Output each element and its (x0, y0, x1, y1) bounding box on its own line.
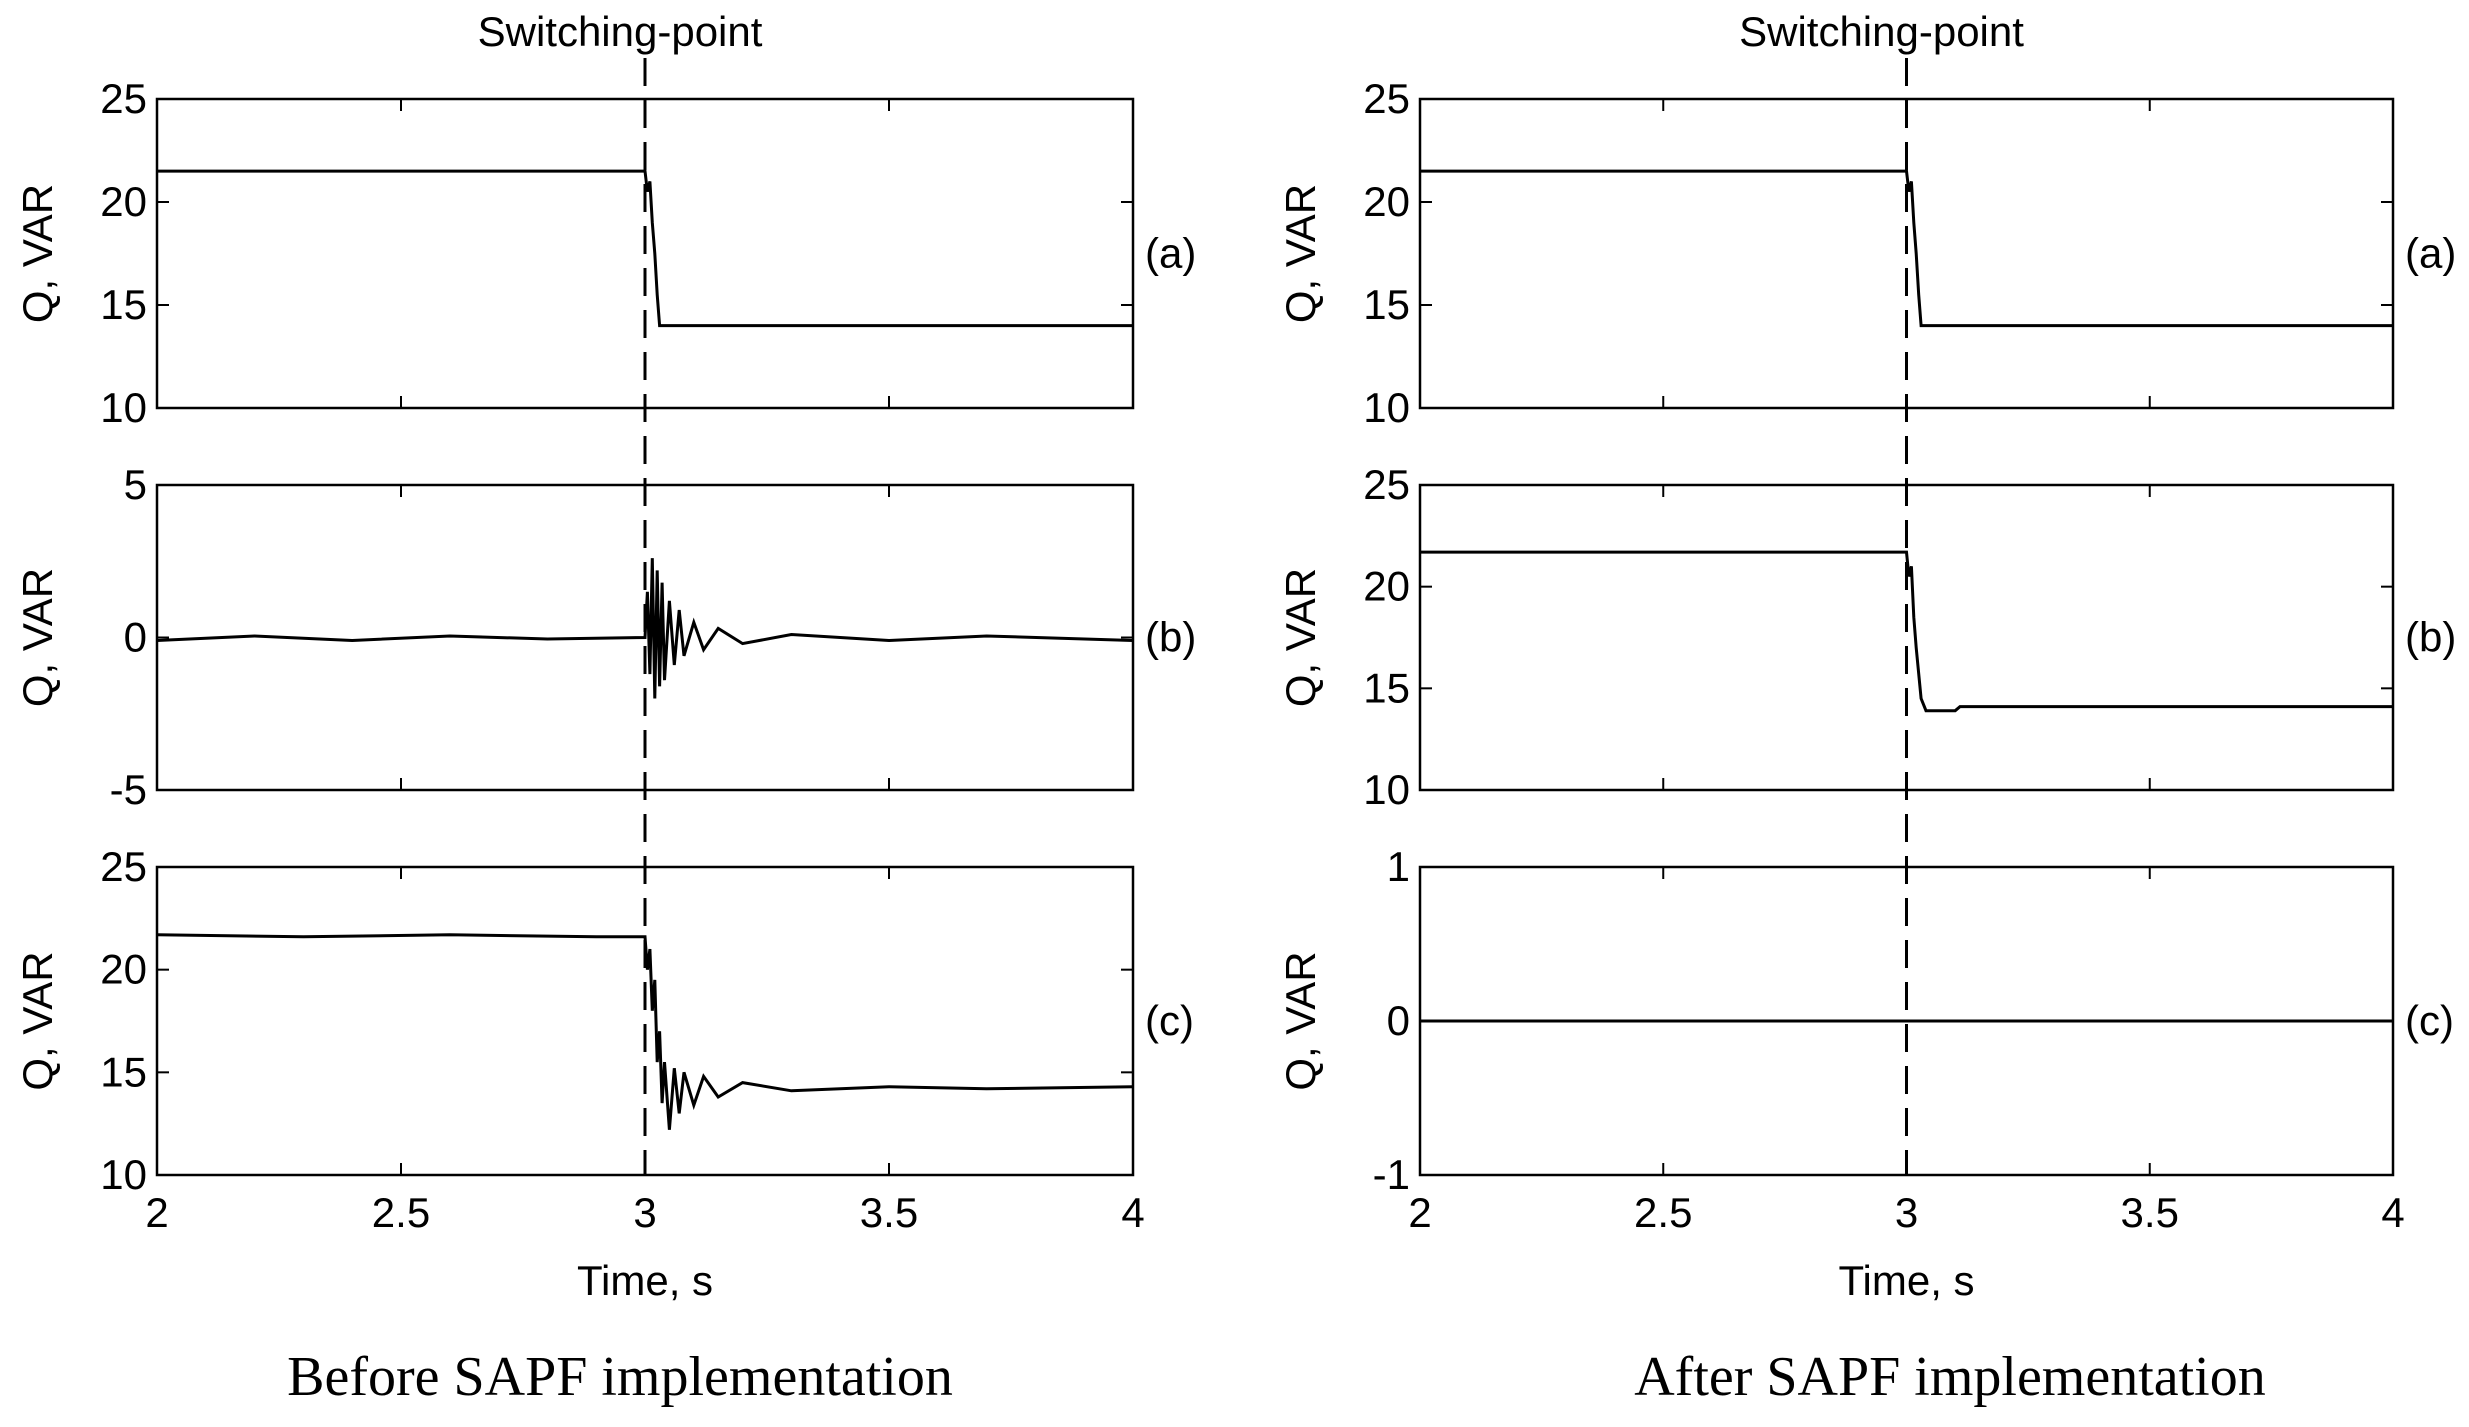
x-tick-label: 4 (1121, 1189, 1144, 1236)
panel-tag: (a) (2405, 230, 2456, 277)
x-tick-label: 3 (1895, 1189, 1918, 1236)
y-tick-label: 1 (1387, 843, 1410, 890)
data-series-line (1420, 169, 2393, 328)
y-axis-label: Q, VAR (1277, 568, 1324, 707)
y-axis-label: Q, VAR (14, 951, 61, 1090)
y-tick-label: 15 (1363, 664, 1410, 711)
chart-panel-after-1: 10 15 20 25 Q, VAR (b) (1277, 461, 2456, 813)
panel-tag: (c) (2405, 997, 2454, 1044)
x-axis-label: Time, s (1838, 1257, 1974, 1304)
data-series-line (156, 933, 1134, 1130)
chart-panel-after-0: 10 15 20 25 Q, VAR (a) Switching-point (1277, 8, 2456, 431)
x-tick-label: 2.5 (1634, 1189, 1692, 1236)
y-tick-label: 20 (1363, 178, 1410, 225)
panel-tag: (b) (1145, 614, 1196, 661)
data-series-line (1420, 550, 2393, 713)
panel-tag: (c) (1145, 997, 1194, 1044)
right-caption: After SAPF implementation (1634, 1346, 2266, 1408)
switching-point-title: Switching-point (478, 8, 763, 55)
x-axis-label: Time, s (577, 1257, 713, 1304)
y-tick-label: -5 (110, 766, 147, 813)
x-tick-label: 2.5 (372, 1189, 430, 1236)
x-tick-label: 2 (1408, 1189, 1431, 1236)
y-tick-label: 0 (124, 614, 147, 661)
y-axis-label: Q, VAR (1277, 184, 1324, 323)
y-tick-label: 20 (100, 946, 147, 993)
y-axis-label: Q, VAR (1277, 951, 1324, 1090)
y-tick-label: 10 (1363, 766, 1410, 813)
y-tick-label: 15 (100, 281, 147, 328)
y-tick-label: 25 (100, 75, 147, 122)
y-tick-label: 25 (1363, 75, 1410, 122)
y-tick-label: 25 (100, 843, 147, 890)
chart-panel-before-2: 10 15 20 25 2 2.5 3 3.5 4 Q, VAR (c) Time, s (14, 843, 1194, 1304)
data-series-line (157, 169, 1133, 328)
panel-tag: (a) (1145, 230, 1196, 277)
y-tick-label: 15 (100, 1048, 147, 1095)
data-series-line (156, 558, 1134, 699)
y-tick-label: -1 (1373, 1151, 1410, 1198)
y-tick-label: 10 (100, 384, 147, 431)
left-caption: Before SAPF implementation (287, 1346, 953, 1408)
x-tick-label: 4 (2381, 1189, 2404, 1236)
chart-panel-before-1: -5 0 5 Q, VAR (b) (14, 461, 1196, 813)
y-tick-label: 20 (1363, 563, 1410, 610)
y-axis-label: Q, VAR (14, 568, 61, 707)
chart-panel-after-2: -1 0 1 2 2.5 3 3.5 4 Q, VAR (c) Time, s (1277, 843, 2454, 1304)
chart-panel-before-0: 10 15 20 25 Q, VAR (a) Switching-point (14, 8, 1196, 431)
y-tick-label: 15 (1363, 281, 1410, 328)
y-tick-label: 25 (1363, 461, 1410, 508)
panel-tag: (b) (2405, 614, 2456, 661)
y-tick-label: 10 (1363, 384, 1410, 431)
y-tick-label: 5 (124, 461, 147, 508)
y-axis-label: Q, VAR (14, 184, 61, 323)
x-tick-label: 3.5 (2121, 1189, 2179, 1236)
x-tick-label: 3 (633, 1189, 656, 1236)
x-tick-label: 2 (145, 1189, 168, 1236)
switching-point-title: Switching-point (1739, 8, 2024, 55)
y-tick-label: 0 (1387, 997, 1410, 1044)
y-tick-label: 10 (100, 1151, 147, 1198)
y-tick-label: 20 (100, 178, 147, 225)
x-tick-label: 3.5 (860, 1189, 918, 1236)
